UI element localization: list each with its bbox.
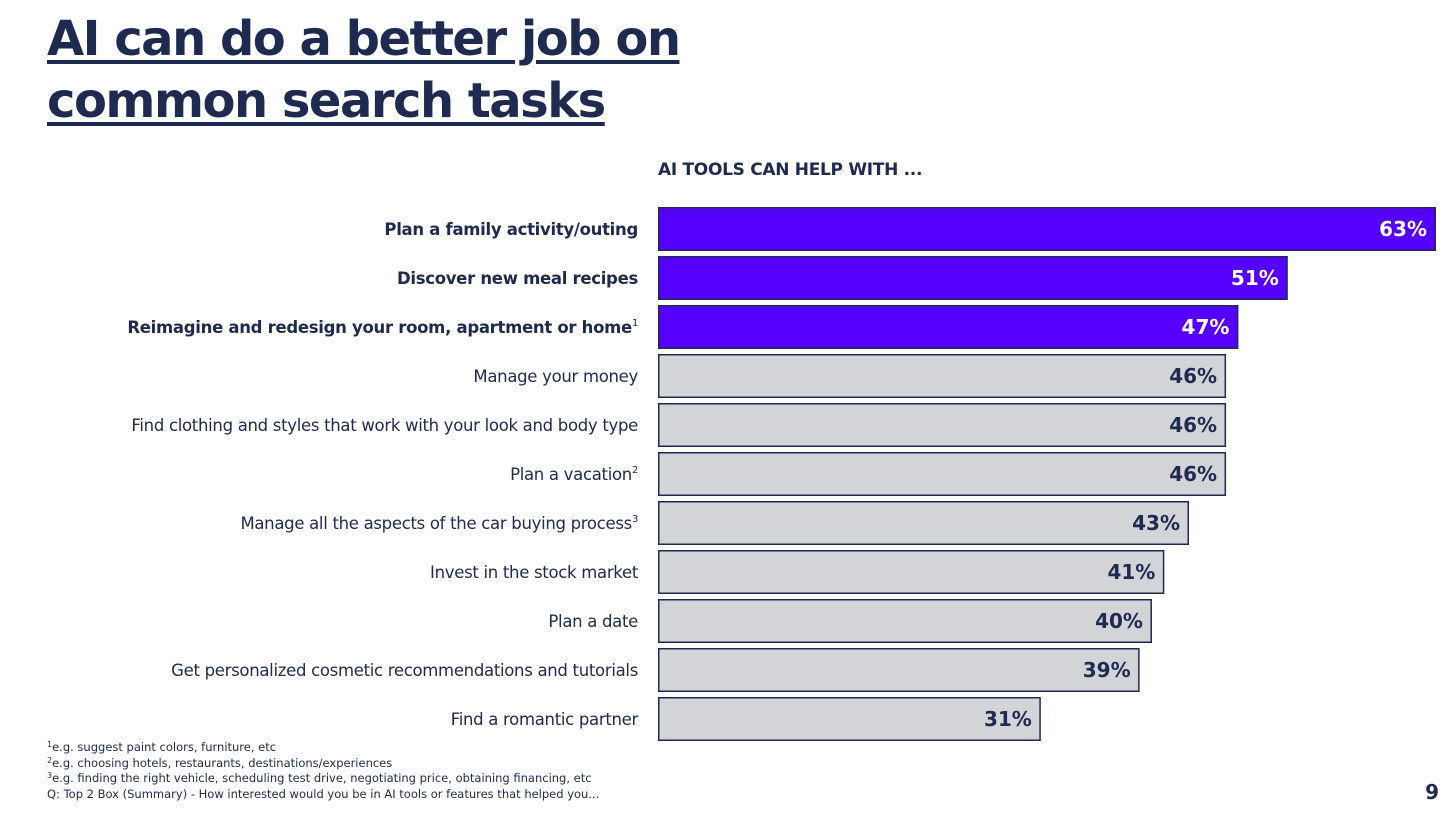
category-label: Invest in the stock market — [430, 563, 639, 582]
data-label: 39% — [1083, 658, 1131, 682]
data-label: 46% — [1169, 462, 1217, 486]
bar — [658, 550, 1165, 594]
category-label: Manage your money — [473, 367, 638, 386]
category-label: Find a romantic partner — [451, 710, 639, 729]
bar — [658, 501, 1190, 545]
data-label: 31% — [984, 707, 1032, 731]
page-number: 9 — [1425, 780, 1439, 804]
data-label: 46% — [1169, 413, 1217, 437]
bar — [658, 403, 1227, 447]
title-line-1: AI can do a better job on — [47, 11, 681, 67]
chart-subheading: AI TOOLS CAN HELP WITH ... — [658, 160, 923, 180]
bar — [658, 256, 1288, 300]
survey-question: Q: Top 2 Box (Summary) - How interested … — [47, 786, 600, 801]
bar — [658, 648, 1140, 692]
data-label: 46% — [1169, 364, 1217, 388]
footnote-3: 3e.g. finding the right vehicle, schedul… — [47, 771, 592, 785]
bar — [658, 305, 1239, 349]
bar — [658, 697, 1041, 741]
category-label: Find clothing and styles that work with … — [131, 416, 638, 435]
category-label: Plan a vacation2 — [510, 465, 638, 484]
category-label: Plan a date — [548, 612, 638, 631]
bar — [658, 207, 1436, 251]
title-line-2: common search tasks — [47, 73, 606, 129]
data-label: 41% — [1107, 560, 1155, 584]
category-label: Get personalized cosmetic recommendation… — [171, 661, 638, 680]
bar — [658, 452, 1227, 496]
data-label: 43% — [1132, 511, 1180, 535]
data-label: 40% — [1095, 609, 1143, 633]
category-label: Reimagine and redesign your room, apartm… — [127, 318, 638, 337]
footnote-1: 1e.g. suggest paint colors, furniture, e… — [47, 740, 277, 754]
category-label: Plan a family activity/outing — [384, 220, 638, 239]
footnote-2: 2e.g. choosing hotels, restaurants, dest… — [47, 755, 393, 770]
data-label: 47% — [1182, 315, 1230, 339]
data-label: 51% — [1231, 266, 1279, 290]
page-title: AI can do a better job on common search … — [47, 8, 687, 132]
category-label: Discover new meal recipes — [397, 269, 639, 288]
data-label: 63% — [1379, 217, 1427, 241]
category-label: Manage all the aspects of the car buying… — [240, 514, 638, 533]
footnotes: 1e.g. suggest paint colors, furniture, e… — [47, 740, 599, 802]
bar — [658, 599, 1152, 643]
bar — [658, 354, 1227, 398]
